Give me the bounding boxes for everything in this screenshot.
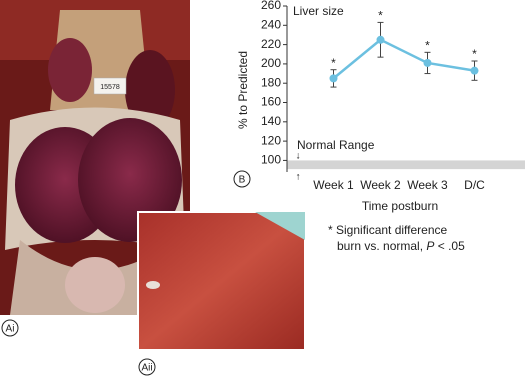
data-point: [423, 58, 432, 67]
y-tick-label: 120: [261, 133, 281, 147]
x-axis-label: Time postburn: [362, 199, 438, 213]
y-tick-label: 220: [261, 37, 281, 51]
panel-label: B: [239, 175, 246, 186]
label-badge: [138, 358, 156, 376]
y-tick-label: 140: [261, 114, 281, 128]
footnote: * Significant difference: [328, 223, 448, 237]
significance-marker: *: [378, 9, 383, 23]
significance-marker: *: [472, 47, 477, 61]
arrow: ↑: [296, 172, 301, 183]
label-badge: [1, 319, 19, 337]
significance-marker: *: [425, 38, 430, 52]
normal-range-label: Normal Range: [297, 138, 375, 152]
y-tick-label: 180: [261, 75, 281, 89]
y-tick-label: 200: [261, 56, 281, 70]
photo-aii: [137, 211, 306, 351]
data-point: [376, 35, 385, 44]
y-tick-label: 260: [261, 0, 281, 12]
x-tick-label: Week 3: [407, 178, 448, 192]
y-tick-label: 160: [261, 95, 281, 109]
significance-marker: *: [331, 56, 336, 70]
x-tick-label: D/C: [464, 178, 485, 192]
footnote-text: burn vs. normal,: [337, 239, 426, 253]
x-tick-label: Week 2: [360, 178, 401, 192]
x-tick-label: Week 1: [313, 178, 354, 192]
footnote-text: < .05: [434, 239, 465, 253]
arrow: ↓: [296, 151, 301, 162]
panel-label: Ai: [6, 324, 15, 335]
y-axis-label: % to Predicted: [236, 51, 250, 129]
footnote: burn vs. normal, P < .05: [337, 239, 465, 253]
data-point: [329, 74, 338, 83]
data-point: [470, 66, 479, 75]
footnote-var: P: [426, 239, 434, 253]
chart-title: Liver size: [293, 4, 344, 18]
label-badge: [233, 170, 251, 188]
tag-text: 15578: [100, 84, 120, 91]
series-line: [332, 38, 475, 80]
y-tick-label: 100: [261, 153, 281, 167]
normal-range-band: [287, 160, 525, 170]
y-tick-label: 240: [261, 17, 281, 31]
panel-label: Aii: [141, 363, 152, 374]
